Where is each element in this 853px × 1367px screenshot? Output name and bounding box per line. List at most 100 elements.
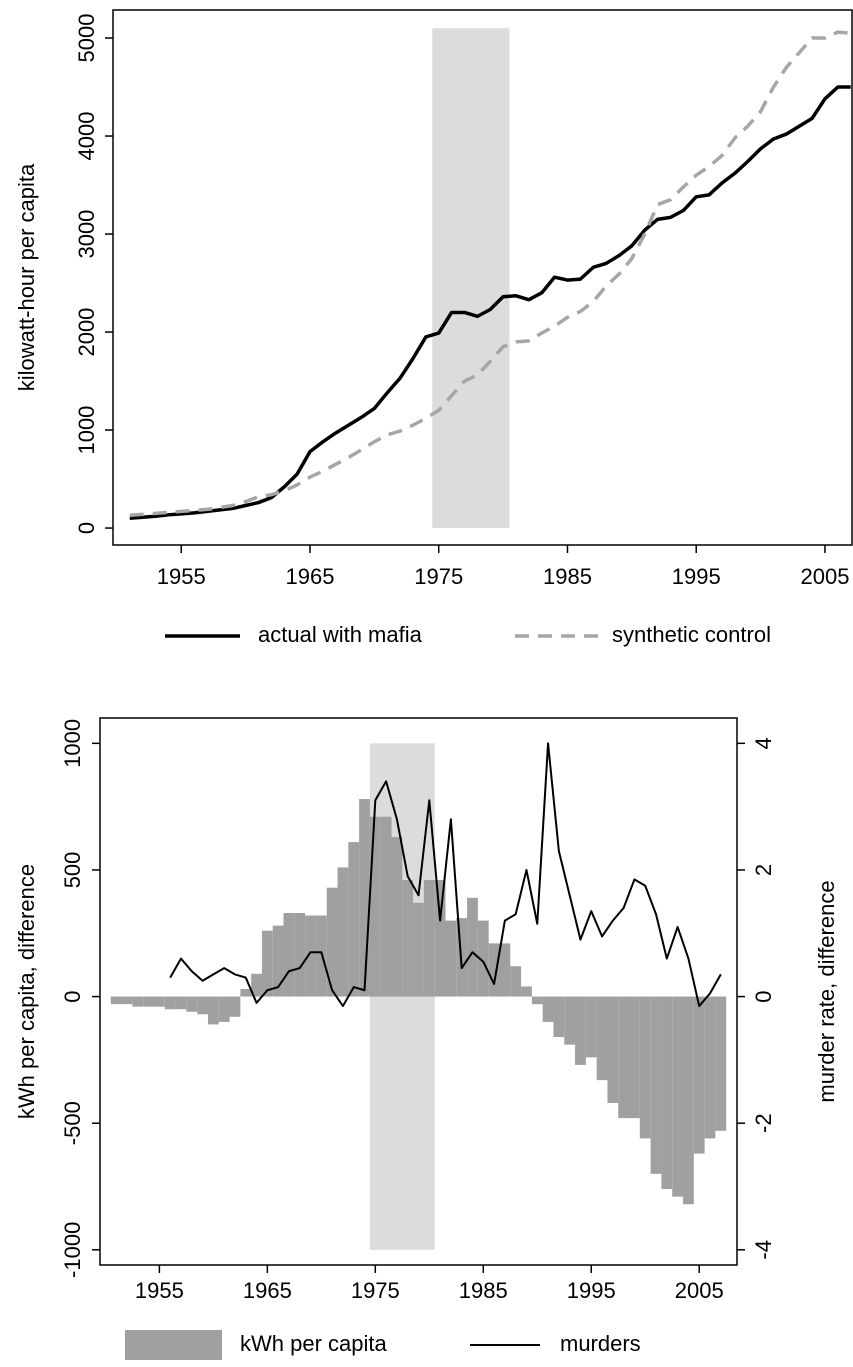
bar (596, 996, 608, 1081)
y-tick-label: -1000 (60, 1222, 85, 1278)
bar (348, 842, 360, 997)
bar (207, 996, 219, 1025)
bar (283, 912, 295, 997)
bar (294, 912, 306, 997)
plot-frame (99, 717, 738, 1266)
legend-label: actual with mafia (258, 622, 423, 647)
y2-tick-label: -2 (751, 1113, 776, 1133)
y-tick-label: 2000 (74, 308, 99, 357)
bar (488, 943, 500, 997)
bar (326, 887, 338, 997)
bar (240, 988, 252, 997)
bar (704, 996, 716, 1139)
bar (639, 996, 651, 1139)
bar (153, 996, 165, 1007)
y-tick-label: -500 (60, 1101, 85, 1145)
y2-tick-label: -4 (751, 1240, 776, 1260)
bar (272, 925, 284, 997)
bar (607, 996, 619, 1103)
y-tick-label: 5000 (74, 14, 99, 63)
x-tick-label: 2005 (675, 1278, 724, 1303)
bar (564, 996, 576, 1045)
bar (402, 880, 414, 997)
y-tick-label: 1000 (60, 719, 85, 768)
x-tick-label: 1955 (157, 564, 206, 589)
bar (477, 920, 489, 997)
line (129, 85, 851, 520)
bar (510, 966, 522, 997)
x-tick-label: 1985 (543, 564, 592, 589)
bar (110, 996, 122, 1005)
x-tick-label: 1955 (135, 1278, 184, 1303)
bar (499, 943, 511, 997)
bar (423, 880, 435, 997)
bar (672, 996, 684, 1197)
bar (683, 996, 694, 1205)
bar (575, 996, 586, 1065)
bar (467, 897, 478, 997)
bar (445, 920, 457, 997)
bar (618, 996, 630, 1119)
bar (693, 996, 705, 1154)
y-axis-title: kWh per capita, difference (14, 864, 39, 1119)
legend-label: kWh per capita (240, 1331, 387, 1356)
bar (186, 996, 198, 1012)
bar (315, 915, 327, 997)
bar (369, 816, 381, 997)
x-tick-label: 1975 (351, 1278, 400, 1303)
bar (164, 996, 176, 1010)
legend-label: synthetic control (612, 622, 771, 647)
bar (521, 986, 532, 997)
bar (218, 996, 230, 1022)
bar (531, 996, 543, 1005)
y-tick-label: 1000 (74, 406, 99, 455)
y-tick-label: 0 (60, 990, 85, 1002)
bar (229, 996, 241, 1017)
bar (121, 996, 133, 1005)
bar (251, 973, 262, 997)
y2-tick-label: 0 (751, 990, 776, 1002)
bar (143, 996, 154, 1007)
bar (661, 996, 673, 1190)
bar (715, 996, 727, 1131)
bar (629, 996, 640, 1119)
bar (197, 996, 208, 1015)
bar (337, 867, 349, 997)
bar (175, 996, 187, 1010)
x-tick-label: 1985 (459, 1278, 508, 1303)
x-tick-label: 1995 (567, 1278, 616, 1303)
x-tick-label: 1975 (414, 564, 463, 589)
legend-label: murders (560, 1331, 641, 1356)
x-tick-label: 1995 (672, 564, 721, 589)
x-tick-label: 1965 (286, 564, 335, 589)
line (129, 30, 851, 518)
bar (413, 902, 424, 997)
bar (305, 915, 316, 997)
y2-tick-label: 4 (751, 737, 776, 749)
shaded-period (432, 28, 510, 529)
y-tick-label: 3000 (74, 210, 99, 259)
bar (359, 799, 370, 997)
y-tick-label: 0 (74, 522, 99, 534)
x-tick-label: 1965 (243, 1278, 292, 1303)
bar (434, 880, 446, 997)
y-axis-title: kilowatt-hour per capita (14, 163, 39, 391)
line (169, 742, 722, 1008)
bar (132, 996, 144, 1007)
x-tick-label: 2005 (800, 564, 849, 589)
y-tick-label: 4000 (74, 112, 99, 161)
y2-axis-title: murder rate, difference (814, 880, 839, 1102)
y2-tick-label: 2 (751, 864, 776, 876)
bar (391, 837, 403, 997)
legend-swatch (125, 1330, 222, 1360)
bar (261, 930, 273, 997)
y-tick-label: 500 (60, 852, 85, 889)
bar (650, 996, 662, 1174)
plot-frame (112, 9, 853, 546)
bar (542, 996, 554, 1022)
bar (585, 996, 597, 1058)
bar (553, 996, 565, 1038)
bar (380, 816, 392, 997)
